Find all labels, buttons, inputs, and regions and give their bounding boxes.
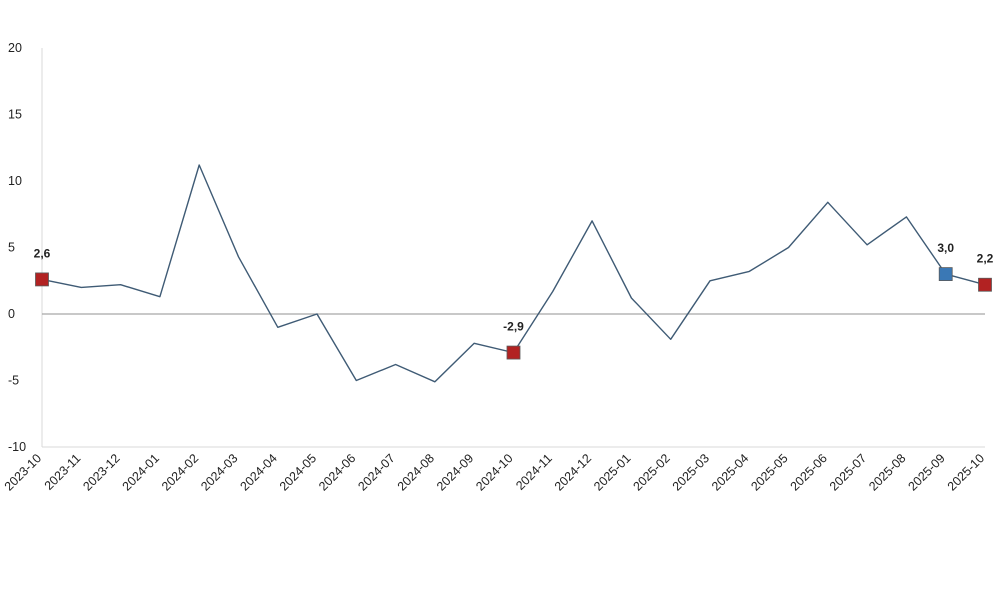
data-label: 3,0 (937, 241, 954, 255)
x-tick-label: 2025-10 (945, 451, 987, 493)
x-tick-label: 2025-03 (670, 451, 712, 493)
x-tick-label: 2024-12 (552, 451, 594, 493)
x-tick-label: 2025-08 (866, 451, 908, 493)
x-tick-label: 2025-07 (827, 451, 869, 493)
x-tick-label: 2024-05 (277, 451, 319, 493)
x-tick-label: 2023-10 (2, 451, 44, 493)
x-tick-label: 2024-07 (355, 451, 397, 493)
highlight-marker (506, 345, 521, 360)
x-tick-label: 2024-03 (198, 451, 240, 493)
highlight-marker (35, 272, 49, 287)
data-label: 2,6 (34, 246, 51, 260)
x-tick-label: 2024-11 (513, 451, 555, 493)
y-tick-label: 20 (8, 41, 22, 55)
x-tick-label: 2024-09 (434, 451, 476, 493)
y-tick-label: -10 (8, 440, 26, 454)
data-label: 2,2 (977, 252, 994, 266)
x-tick-label: 2023-12 (80, 451, 122, 493)
y-tick-label: 15 (8, 108, 22, 122)
y-tick-label: -5 (8, 374, 19, 388)
data-label: -2,9 (503, 320, 524, 334)
x-tick-label: 2025-05 (748, 451, 790, 493)
x-tick-label: 2025-04 (709, 451, 751, 493)
x-tick-label: 2023-11 (42, 451, 84, 493)
y-tick-label: 5 (8, 241, 15, 255)
y-tick-label: 10 (8, 174, 22, 188)
x-tick-label: 2024-08 (395, 451, 437, 493)
y-tick-label: 0 (8, 307, 15, 321)
highlight-marker (938, 267, 953, 282)
x-tick-label: 2025-01 (591, 451, 633, 493)
x-tick-label: 2024-06 (316, 451, 358, 493)
x-tick-label: 2024-02 (159, 451, 201, 493)
x-tick-label: 2024-04 (238, 451, 280, 493)
x-tick-label: 2025-09 (905, 451, 947, 493)
x-tick-label: 2025-02 (630, 451, 672, 493)
x-tick-label: 2024-01 (120, 451, 162, 493)
highlight-marker (978, 277, 992, 292)
x-tick-label: 2025-06 (788, 451, 830, 493)
x-tick-label: 2024-10 (473, 451, 515, 493)
